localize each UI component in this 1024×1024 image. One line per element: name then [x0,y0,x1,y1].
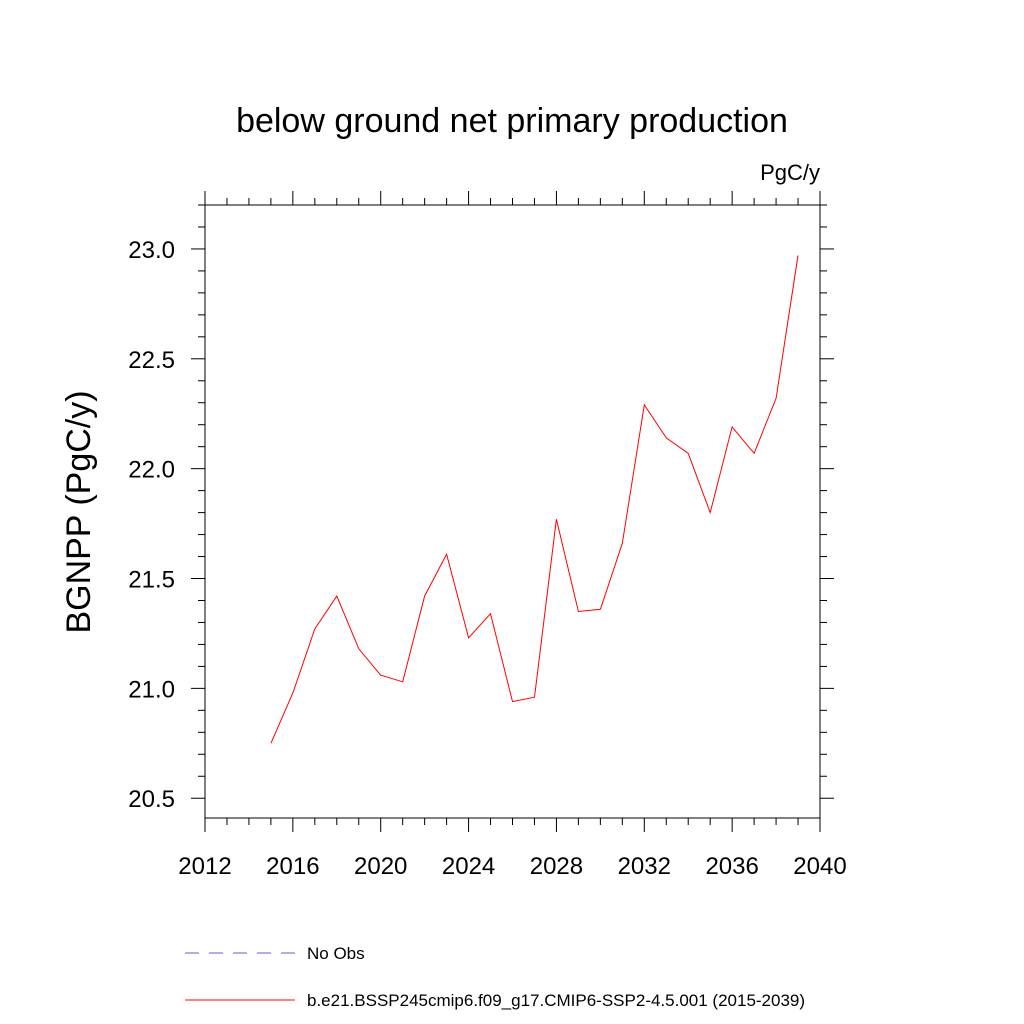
x-tick-label: 2040 [793,853,846,880]
y-tick-label: 23.0 [128,237,175,264]
plot-frame [204,204,821,819]
y-axis-label: BGNPP (PgC/y) [60,390,98,633]
chart-title: below ground net primary production [236,102,788,140]
x-tick-label: 2032 [618,853,671,880]
y-tick-label: 21.5 [128,567,175,594]
x-axis-tick-labels: 2012 2016 2020 2024 2028 2032 2036 2040 [178,853,846,880]
y-tick-label: 20.5 [128,786,175,813]
series-layer [270,255,799,744]
units-label: PgC/y [760,160,820,185]
x-axis-ticks [204,191,821,832]
x-tick-label: 2036 [705,853,758,880]
y-tick-label: 22.0 [128,457,175,484]
x-tick-label: 2028 [530,853,583,880]
y-axis-tick-labels: 20.5 21.0 21.5 22.0 22.5 23.0 [128,237,175,813]
x-tick-label: 2012 [178,853,231,880]
x-tick-label: 2024 [442,853,495,880]
y-tick-label: 21.0 [128,676,175,703]
y-tick-label: 22.5 [128,347,175,374]
legend: No Obs b.e21.BSSP245cmip6.f09_g17.CMIP6-… [185,944,805,1010]
series-line-0 [270,255,799,744]
legend-label-no-obs: No Obs [307,944,365,963]
x-tick-label: 2016 [266,853,319,880]
y-axis-ticks [191,204,834,799]
legend-label-model: b.e21.BSSP245cmip6.f09_g17.CMIP6-SSP2-4.… [307,991,805,1010]
x-tick-label: 2020 [354,853,407,880]
